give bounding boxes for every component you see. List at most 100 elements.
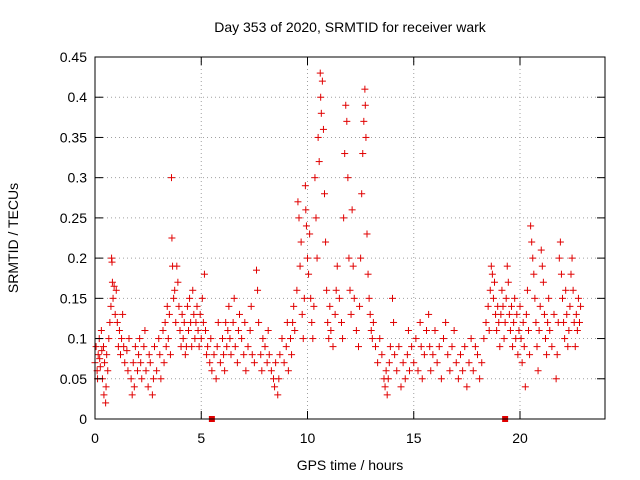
data-point [194, 327, 202, 335]
data-point [96, 355, 104, 363]
data-point [321, 190, 328, 198]
data-point [537, 246, 545, 254]
data-point [146, 359, 154, 367]
data-point [344, 174, 352, 182]
data-point [488, 270, 496, 278]
data-point [141, 327, 149, 335]
data-point [493, 327, 501, 335]
data-point [293, 286, 301, 294]
data-point [459, 367, 467, 375]
data-point [574, 294, 582, 302]
data-point [128, 391, 136, 399]
data-point [107, 302, 115, 310]
data-point [118, 335, 126, 343]
data-point [162, 343, 170, 351]
data-point [208, 367, 216, 375]
data-point [386, 343, 394, 351]
data-point [265, 351, 273, 359]
data-point [200, 270, 208, 278]
data-point [296, 262, 304, 270]
data-point [113, 318, 121, 326]
data-point [347, 310, 355, 318]
x-tick-label: 0 [91, 430, 99, 446]
data-point [532, 318, 540, 326]
data-point [199, 318, 207, 326]
data-point [317, 93, 325, 101]
data-point [514, 351, 522, 359]
data-point [326, 302, 334, 310]
data-point [463, 383, 471, 391]
data-point [172, 318, 180, 326]
data-point [112, 286, 120, 294]
data-point [506, 327, 514, 335]
data-point [423, 327, 430, 335]
data-point [327, 327, 335, 335]
data-point [227, 351, 235, 359]
data-point [418, 375, 426, 383]
data-point [302, 222, 310, 230]
data-point [521, 383, 529, 391]
data-point [425, 310, 433, 318]
data-point [433, 359, 441, 367]
data-point [499, 302, 507, 310]
data-point [429, 351, 437, 359]
data-point [289, 318, 297, 326]
data-point [193, 302, 201, 310]
data-point [454, 375, 462, 383]
data-point [192, 318, 200, 326]
y-tick-label: 0.1 [68, 331, 88, 347]
data-point [185, 327, 192, 335]
data-point [236, 310, 243, 318]
data-point [317, 109, 325, 117]
data-point [427, 367, 435, 375]
data-point [280, 359, 288, 367]
data-point [511, 294, 519, 302]
data-point [180, 318, 188, 326]
data-point [166, 351, 174, 359]
data-point [100, 343, 107, 351]
data-point [525, 327, 532, 335]
data-point [403, 351, 411, 359]
data-point [562, 286, 570, 294]
data-point [546, 327, 554, 335]
data-point [399, 359, 407, 367]
data-point [319, 125, 327, 133]
y-tick-label: 0.3 [68, 170, 88, 186]
data-point [189, 286, 197, 294]
data-point [374, 359, 382, 367]
data-point [560, 318, 568, 326]
data-point [197, 335, 205, 343]
data-point [404, 327, 412, 335]
data-point [535, 327, 543, 335]
data-point [144, 383, 152, 391]
data-point [567, 270, 575, 278]
x-tick-label: 10 [300, 430, 316, 446]
data-point [448, 343, 456, 351]
data-point [203, 351, 211, 359]
data-point [233, 359, 241, 367]
data-point [213, 343, 221, 351]
data-point [322, 238, 330, 246]
data-points [91, 69, 585, 407]
data-point [96, 363, 104, 371]
data-point [450, 327, 458, 335]
x-tick-label: 5 [197, 430, 205, 446]
data-point [395, 343, 403, 351]
data-point [367, 327, 375, 335]
data-point [159, 327, 167, 335]
data-point [102, 383, 110, 391]
data-point [295, 214, 303, 222]
data-point [274, 391, 282, 399]
data-point [365, 294, 373, 302]
data-point [561, 335, 569, 343]
data-point [452, 359, 460, 367]
data-point [117, 351, 124, 359]
data-point [357, 254, 365, 262]
data-point [284, 367, 292, 375]
data-point [138, 375, 146, 383]
data-point [109, 294, 117, 302]
data-point [335, 294, 343, 302]
data-point [372, 343, 379, 351]
data-point [175, 302, 183, 310]
